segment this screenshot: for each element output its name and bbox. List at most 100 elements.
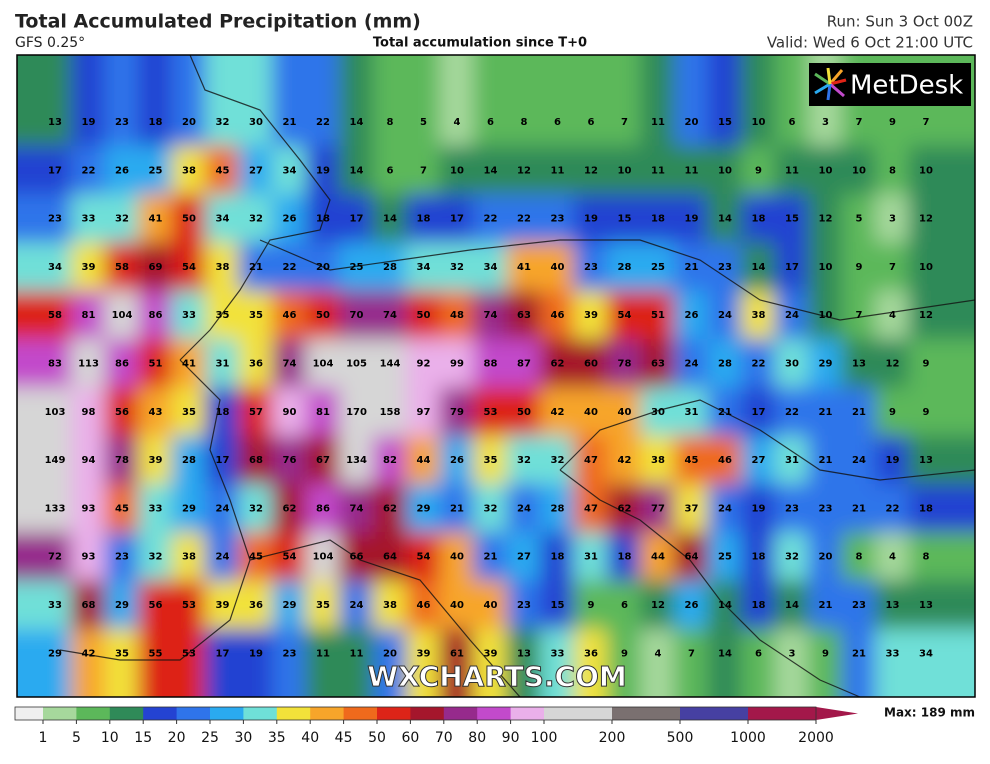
- precip-value: 19: [685, 214, 699, 225]
- precip-value: 24: [718, 310, 732, 321]
- precip-value: 32: [551, 455, 565, 466]
- precip-value: 23: [718, 262, 732, 273]
- precip-value: 23: [819, 503, 833, 514]
- precip-value: 40: [450, 552, 464, 563]
- precip-cell: [674, 25, 709, 147]
- precip-value: 11: [785, 165, 799, 176]
- precip-value: 133: [45, 503, 66, 514]
- colorbar-label: 2000: [798, 730, 834, 746]
- precip-value: 92: [417, 359, 431, 370]
- precip-value: 10: [819, 262, 833, 273]
- precip-value: 104: [313, 552, 334, 563]
- precip-value: 21: [718, 407, 732, 418]
- precip-value: 24: [216, 552, 230, 563]
- precip-value: 24: [216, 503, 230, 514]
- precip-value: 5: [420, 117, 427, 128]
- colorbar-label: 1: [39, 730, 48, 746]
- colorbar-label: 500: [667, 730, 694, 746]
- precip-value: 113: [78, 359, 99, 370]
- precip-value: 33: [149, 503, 163, 514]
- precip-value: 29: [283, 600, 297, 611]
- precip-value: 32: [517, 455, 531, 466]
- precip-value: 62: [283, 503, 297, 514]
- precip-value: 64: [383, 552, 397, 563]
- precip-value: 7: [856, 310, 863, 321]
- logo-text: MetDesk: [850, 71, 963, 101]
- colorbar-segment: [477, 707, 511, 720]
- precip-value: 20: [316, 262, 330, 273]
- precip-value: 34: [283, 165, 297, 176]
- colorbar-label: 45: [335, 730, 353, 746]
- precip-value: 32: [149, 552, 163, 563]
- precip-value: 30: [249, 117, 263, 128]
- precip-value: 28: [618, 262, 632, 273]
- precip-value: 18: [752, 600, 766, 611]
- precip-value: 24: [685, 359, 699, 370]
- precip-value: 23: [852, 600, 866, 611]
- precip-value: 12: [651, 600, 665, 611]
- precip-value: 8: [387, 117, 394, 128]
- precip-value: 8: [889, 165, 896, 176]
- precip-cell: [909, 339, 990, 388]
- colorbar-segment: [15, 707, 44, 720]
- precip-value: 35: [316, 600, 330, 611]
- precip-value: 13: [886, 600, 900, 611]
- precip-value: 47: [584, 503, 598, 514]
- precip-value: 74: [283, 359, 297, 370]
- colorbar-segment: [748, 707, 817, 720]
- colorbar-segment: [544, 707, 613, 720]
- precip-value: 18: [417, 214, 431, 225]
- precip-value: 29: [115, 600, 129, 611]
- precip-value: 17: [450, 214, 464, 225]
- precip-value: 18: [752, 214, 766, 225]
- precip-value: 35: [182, 407, 196, 418]
- precip-value: 53: [484, 407, 498, 418]
- precip-value: 9: [822, 648, 829, 659]
- colorbar-label: 60: [401, 730, 419, 746]
- precip-value: 7: [856, 117, 863, 128]
- precip-value: 94: [82, 455, 96, 466]
- precip-value: 9: [755, 165, 762, 176]
- precip-value: 24: [852, 455, 866, 466]
- precip-value: 97: [417, 407, 431, 418]
- precip-value: 46: [417, 600, 431, 611]
- precip-value: 25: [718, 552, 732, 563]
- precip-value: 31: [584, 552, 598, 563]
- precip-value: 32: [450, 262, 464, 273]
- precip-value: 15: [618, 214, 632, 225]
- precip-value: 54: [417, 552, 431, 563]
- precip-value: 7: [621, 117, 628, 128]
- precip-value: 21: [283, 117, 297, 128]
- precip-value: 43: [149, 407, 163, 418]
- precip-value: 98: [82, 407, 96, 418]
- colorbar-segment: [243, 707, 277, 720]
- precip-value: 41: [182, 359, 196, 370]
- precip-value: 22: [283, 262, 297, 273]
- precip-value: 61: [450, 648, 464, 659]
- precip-value: 54: [182, 262, 196, 273]
- precip-value: 51: [149, 359, 163, 370]
- precip-value: 30: [651, 407, 665, 418]
- precip-value: 34: [216, 214, 230, 225]
- precip-value: 88: [484, 359, 498, 370]
- precip-value: 63: [651, 359, 665, 370]
- precip-value: 20: [182, 117, 196, 128]
- precip-value: 79: [450, 407, 464, 418]
- precip-value: 6: [487, 117, 494, 128]
- precip-value: 38: [651, 455, 665, 466]
- precip-value: 20: [819, 552, 833, 563]
- precip-value: 20: [685, 117, 699, 128]
- colorbar-segment: [344, 707, 378, 720]
- precip-value: 19: [82, 117, 96, 128]
- precip-value: 104: [313, 359, 334, 370]
- precip-value: 9: [889, 407, 896, 418]
- precip-value: 104: [112, 310, 133, 321]
- precip-value: 36: [249, 359, 263, 370]
- precip-value: 18: [216, 407, 230, 418]
- precip-value: 8: [923, 552, 930, 563]
- run: Run: Sun 3 Oct 00Z: [827, 13, 973, 31]
- precip-cell: [138, 25, 173, 147]
- precip-value: 21: [484, 552, 498, 563]
- precip-value: 6: [755, 648, 762, 659]
- precip-value: 13: [919, 455, 933, 466]
